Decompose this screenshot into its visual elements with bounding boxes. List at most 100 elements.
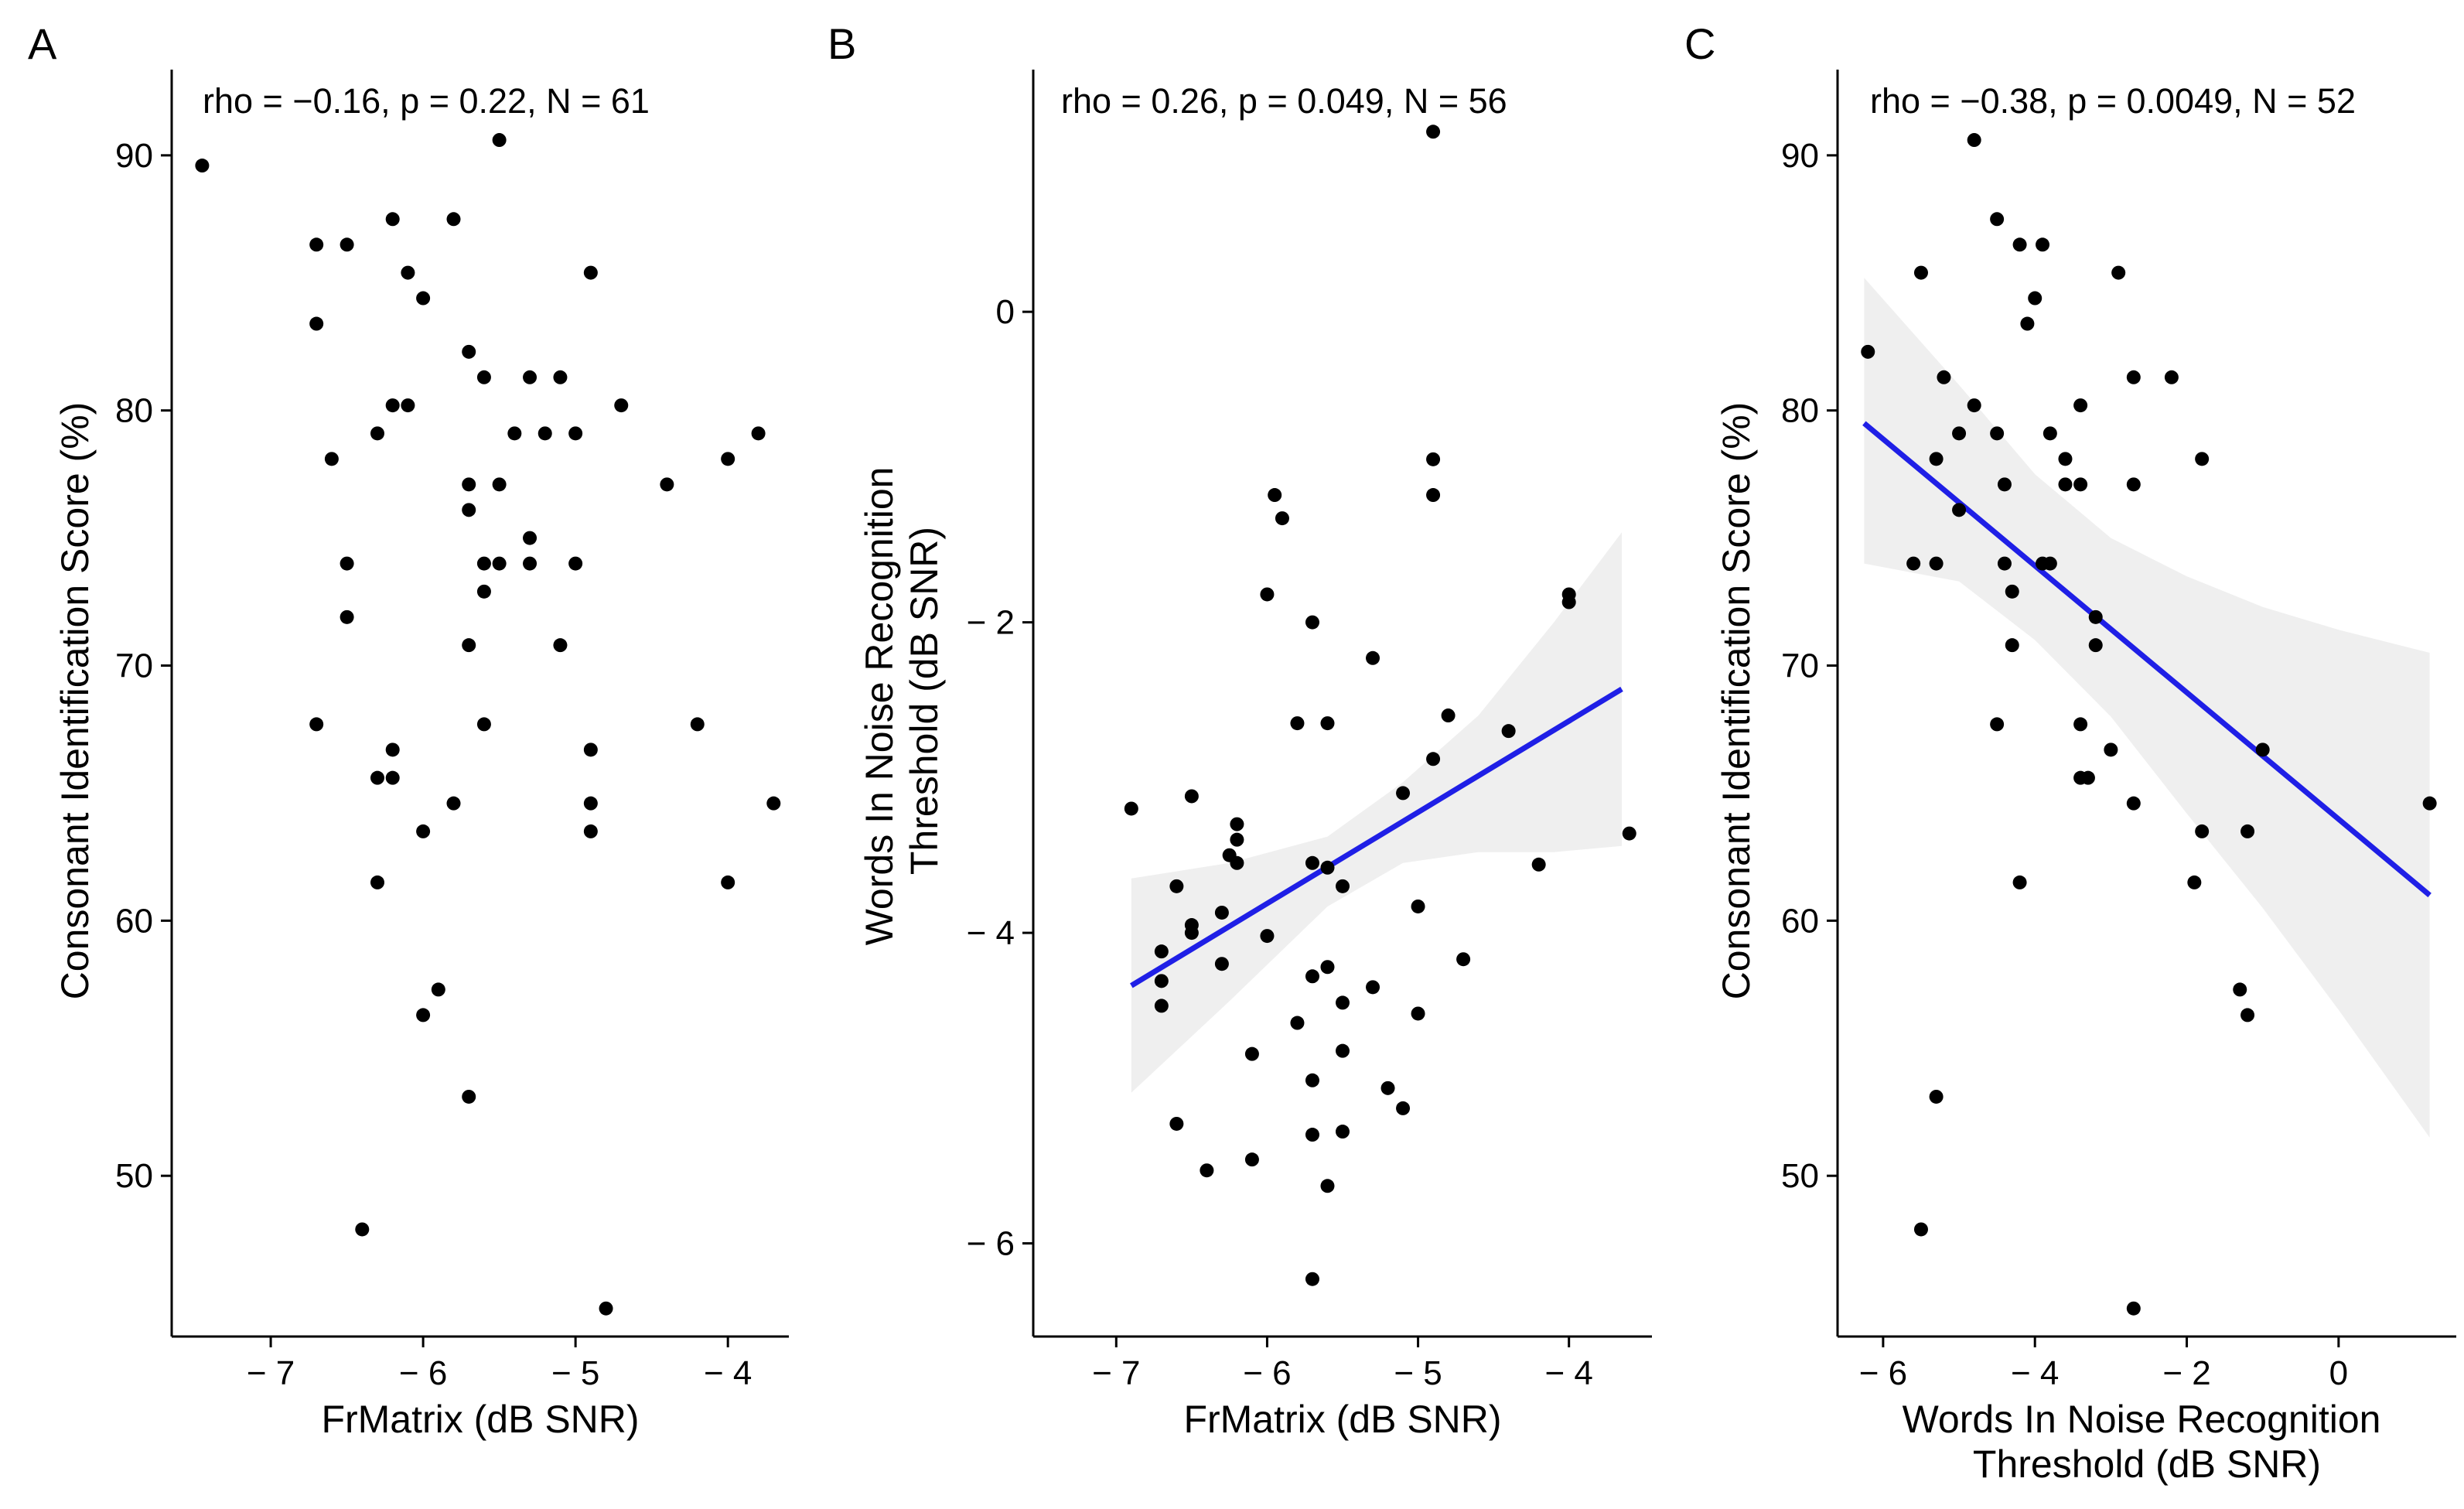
panel-c-x-tick-label: − 2 xyxy=(2162,1354,2210,1392)
panel-c-y-tick-label: 50 xyxy=(1781,1157,1819,1195)
panel-c-data-point xyxy=(1990,212,2005,227)
panel-c-data-point xyxy=(2058,452,2073,466)
panel-b-data-point xyxy=(1154,974,1169,988)
panel-b-data-point xyxy=(1531,857,1546,872)
panel-b-x-axis-title: FrMatrix (dB SNR) xyxy=(1183,1398,1501,1441)
panel-c-data-point xyxy=(1913,1222,1928,1237)
panel-b-regression-line xyxy=(1130,686,1623,988)
panel-c-confidence-band xyxy=(1864,278,2430,1138)
panel-a-data-point xyxy=(492,133,507,148)
panel-c-y-tick-label: 60 xyxy=(1781,902,1819,940)
panel-c-x-tick-label: 0 xyxy=(2329,1354,2348,1392)
panel-c-y-tick-label: 80 xyxy=(1781,392,1819,430)
panel-c-data-point xyxy=(2088,638,2103,653)
panel-a-data-point xyxy=(523,556,538,571)
panel-b-letter: B xyxy=(828,19,856,68)
panel-b-data-point xyxy=(1501,724,1516,739)
panel-c-data-point xyxy=(1952,426,1967,441)
panel-a-x-axis-title: FrMatrix (dB SNR) xyxy=(321,1398,639,1441)
panel-b-x-tick-label: − 4 xyxy=(1544,1354,1592,1392)
panel-c-data-point xyxy=(2255,743,2270,757)
panel-a-x-tick-label: − 4 xyxy=(704,1354,752,1392)
panel-c-data-point xyxy=(1952,503,1967,517)
panel-c-data-point xyxy=(2104,743,2118,757)
panel-b-data-point xyxy=(1214,905,1229,920)
panel-b-data-point xyxy=(1561,595,1576,609)
panel-c-data-point xyxy=(2020,316,2035,331)
panel-a-data-point xyxy=(340,556,354,571)
panel-a-data-point xyxy=(309,316,324,331)
panel-a-x-tick-label: − 7 xyxy=(247,1354,295,1392)
panel-c-y-axis-title: Consonant Identification Score (%) xyxy=(1715,402,1758,1000)
panel-b-data-point xyxy=(1320,716,1335,731)
panel-c-data-point xyxy=(1997,477,2012,492)
panel-a-data-point xyxy=(476,556,491,571)
panel-c-data-point xyxy=(2164,370,2179,384)
panel-b-data-point xyxy=(1214,957,1229,971)
panel-a: A − 7 − 6 − 5 − 4 50 60 70 80 90 rho = −0.16, p … xyxy=(28,19,789,1441)
panel-a-data-point xyxy=(751,426,766,441)
panel-b-data-point xyxy=(1268,488,1282,503)
panel-c-data-point xyxy=(2126,796,2141,811)
panel-a-x-tick-label: − 5 xyxy=(551,1354,599,1392)
panel-c-x-axis-title-line-2: Threshold (dB SNR) xyxy=(1973,1442,2321,1486)
panel-b-data-point xyxy=(1260,929,1275,944)
panel-c-x-tick-label: − 4 xyxy=(2011,1354,2059,1392)
panel-a-data-point xyxy=(416,1008,431,1023)
panel-c-x-axis-title-line-1: Words In Noise Recognition xyxy=(1903,1398,2381,1441)
panel-a-data-point xyxy=(431,982,445,997)
panel-c-data-point xyxy=(1990,717,2005,732)
panel-b-data-point xyxy=(1184,926,1199,941)
panel-c-data-point xyxy=(2005,638,2019,653)
panel-b-data-point xyxy=(1124,801,1138,816)
panel-b-data-point xyxy=(1200,1163,1214,1178)
panel-c-data-point xyxy=(2195,824,2210,838)
panel-b-data-point xyxy=(1275,511,1289,526)
panel-a-data-point xyxy=(340,609,354,624)
panel-c-data-point xyxy=(1913,265,1928,280)
panel-c-data-point xyxy=(2195,452,2210,466)
panel-b-y-axis-title-line-2: Threshold (dB SNR) xyxy=(903,527,946,875)
panel-a-data-point xyxy=(721,875,735,889)
panel-c-data-point xyxy=(1967,398,1981,413)
panel-b-y-axis-title-line-1: Words In Noise Recognition xyxy=(858,467,901,946)
panel-a-data-point xyxy=(599,1301,613,1316)
panel-a-data-point xyxy=(385,743,400,757)
panel-b-data-point xyxy=(1305,1073,1319,1087)
panel-a-data-point xyxy=(324,452,339,466)
panel-c-data-point xyxy=(1967,133,1981,148)
panel-a-data-point xyxy=(614,398,629,413)
panel-b-x-tick-label: − 5 xyxy=(1394,1354,1442,1392)
panel-a-data-point xyxy=(690,717,705,732)
panel-b-data-point xyxy=(1244,1046,1259,1061)
panel-b-x-tick-label: − 6 xyxy=(1243,1354,1291,1392)
panel-c-data-point xyxy=(2126,370,2141,384)
panel-a-data-point xyxy=(476,717,491,732)
panel-c-data-point xyxy=(1990,426,2005,441)
panel-b-y-tick-label: − 6 xyxy=(967,1225,1015,1263)
panel-a-stats-annotation: rho = −0.16, p = 0.22, N = 61 xyxy=(203,81,650,121)
panel-c-y-tick-label: 90 xyxy=(1781,137,1819,175)
panel-c-data-point xyxy=(2088,609,2103,624)
panel-b-y-tick-label: − 4 xyxy=(967,914,1015,952)
panel-a-data-point xyxy=(553,638,568,653)
panel-c-data-point xyxy=(2012,875,2027,889)
panel-c-data-point xyxy=(1997,556,2012,571)
panel-a-data-point xyxy=(492,477,507,492)
panel-b-data-point xyxy=(1426,452,1441,466)
panel-a-data-point xyxy=(416,824,431,838)
panel-a-data-point xyxy=(523,370,538,384)
panel-c-data-point xyxy=(2240,1008,2255,1023)
panel-b-data-point xyxy=(1154,999,1169,1013)
panel-a-data-point xyxy=(195,159,210,173)
panel-b-data-point xyxy=(1622,826,1636,841)
panel-a-data-point xyxy=(416,291,431,306)
panel-c-data-point xyxy=(2126,477,2141,492)
panel-b-data-point xyxy=(1456,952,1471,967)
panel-c-data-point xyxy=(2073,398,2088,413)
panel-a-data-point xyxy=(766,796,781,811)
panel-b-data-point xyxy=(1290,716,1305,731)
panel-a-data-point xyxy=(462,638,476,653)
panel-a-data-point xyxy=(370,770,384,785)
panel-a-data-point xyxy=(523,531,538,545)
